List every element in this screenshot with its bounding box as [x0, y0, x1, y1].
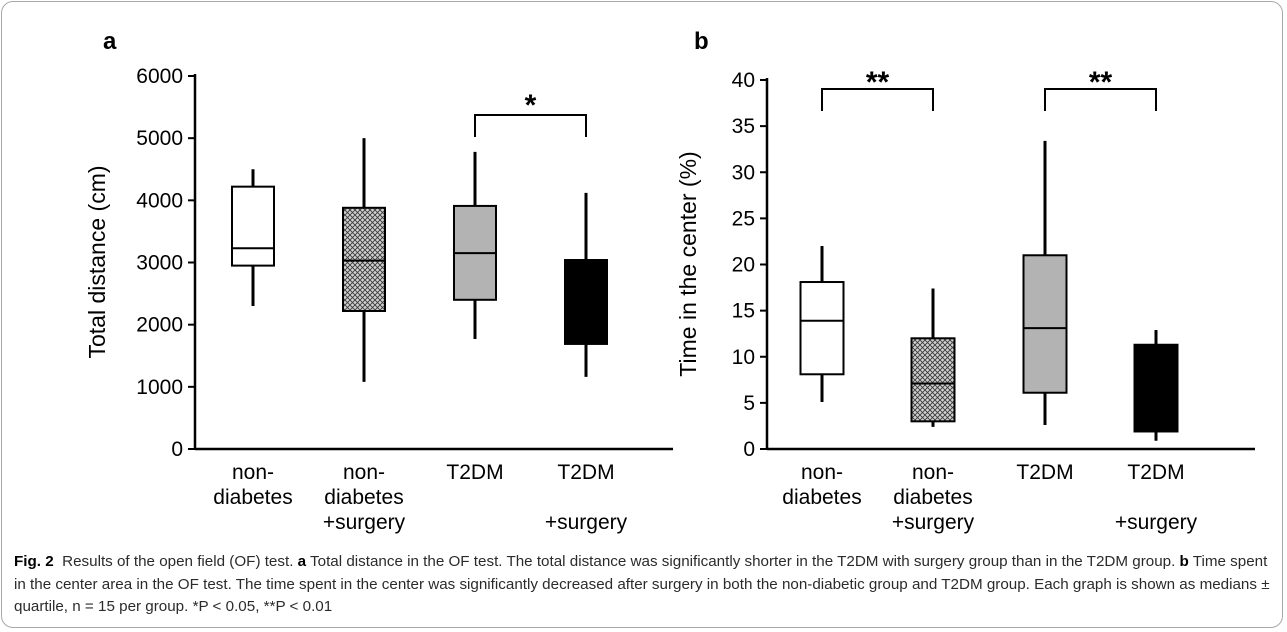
panel-a-significance-bracket [474, 114, 587, 137]
panel-b-y-tick-label: 5 [743, 392, 755, 415]
panel-a-category-label-line: T2DM [446, 461, 503, 484]
panel-b-y-tick-label: 35 [732, 115, 755, 138]
caption-text-panel-b: Time spent in the center area in the OF … [14, 553, 1270, 615]
panel-a-y-tick-label: 3000 [136, 252, 183, 275]
panel-b-category-label-line: +surgery [1115, 511, 1198, 534]
panel-b-label: b [694, 28, 709, 55]
panel-a-y-tick-label: 5000 [136, 127, 183, 150]
panel-b-box [1133, 343, 1179, 433]
panel-a-category-label-line: non- [232, 461, 274, 484]
panel-a-y-axis-label: Total distance (cm) [84, 165, 110, 358]
panel-b-significance-marker: ** [1089, 66, 1113, 99]
panel-b-plot-area: 0510152025303540non-diabetesnon-diabetes… [732, 66, 1255, 534]
panel-b-category-label: T2DM [1016, 461, 1073, 484]
panel-b-category-label-line [1153, 486, 1159, 509]
panel-a-category-label-line: non- [343, 461, 385, 484]
panel-a-y-tick-label: 4000 [136, 189, 183, 212]
panel-a-significance-marker: * [525, 89, 537, 122]
panel-a-category-label-line: T2DM [557, 461, 614, 484]
panel-a-y-tick-label: 1000 [136, 376, 183, 399]
panel-a-category-label-line: +surgery [545, 511, 628, 534]
panel-a-plot-area: 0100020003000400050006000non-diabetesnon… [136, 65, 673, 534]
panel-b-y-tick-label: 40 [732, 69, 755, 92]
panel-b-time-in-center: b Time in the center (%) 0 5 10 15 20 25 30 35 4… [675, 28, 1255, 534]
panel-b-category-label-line: +surgery [892, 511, 975, 534]
panel-b-category-label-line: non- [912, 461, 954, 484]
panel-b-y-tick-label: 10 [732, 346, 755, 369]
panel-b-y-tick-label: 25 [732, 207, 755, 230]
caption-panel-a-letter: a [297, 553, 307, 570]
panel-a-category-label-line [583, 486, 589, 509]
panel-b-box [1022, 254, 1068, 394]
panel-a-category-label-line: diabetes [213, 486, 292, 509]
panel-b-y-tick-label: 15 [732, 300, 755, 323]
panel-a-category-label-line: diabetes [324, 486, 403, 509]
panel-a-total-distance: a Total distance (cm) 0 1000 2000 3000 4000 5… [84, 28, 673, 534]
panel-b-category-label-line: diabetes [782, 486, 861, 509]
panel-a-category-label: T2DM [446, 461, 503, 484]
panel-b-y-axis-label: Time in the center (%) [675, 151, 701, 376]
panel-b-category-label-line: diabetes [893, 486, 972, 509]
caption-panel-b-letter: b [1179, 553, 1189, 570]
panel-a-category-label: non-diabetes [213, 461, 292, 509]
caption-figure-label: Fig. 2 [14, 553, 54, 570]
panel-a-category-label: non-diabetes +surgery [323, 461, 406, 534]
caption-text-intro: Results of the open field (OF) test. [62, 553, 298, 570]
panel-b-box [799, 281, 845, 376]
panel-a-category-label: T2DM +surgery [545, 461, 628, 534]
panel-b-category-label-line: T2DM [1127, 461, 1184, 484]
panel-a-y-tick-label: 0 [171, 438, 183, 461]
panel-a-box [231, 185, 275, 267]
panel-b-y-tick-label: 30 [732, 161, 755, 184]
figure-caption: Fig. 2 Results of the open field (OF) te… [14, 551, 1274, 619]
panel-b-category-label-line: non- [801, 461, 843, 484]
panel-b-significance-bracket [821, 88, 934, 111]
panel-a-box [342, 206, 386, 312]
panel-b-significance-marker: ** [866, 66, 890, 99]
panel-b-box [910, 337, 956, 423]
panel-b-y-tick-label: 0 [743, 438, 755, 461]
panel-a-box [564, 259, 608, 345]
panel-a-y-tick-label: 6000 [136, 65, 183, 88]
panel-b-y-tick-label: 20 [732, 254, 755, 277]
panel-a-category-label-line: +surgery [323, 511, 406, 534]
panel-a-y-tick-label: 2000 [136, 314, 183, 337]
caption-text-panel-a: Total distance in the OF test. The total… [306, 553, 1180, 570]
figure-canvas: a Total distance (cm) 0 1000 2000 3000 4000 5… [84, 28, 1255, 534]
panel-b-category-label: T2DM +surgery [1115, 461, 1198, 534]
panel-b-category-label: non-diabetes +surgery [892, 461, 975, 534]
panel-b-category-label: non-diabetes [782, 461, 861, 509]
panel-b-significance-bracket [1044, 88, 1157, 111]
panel-b-category-label-line: T2DM [1016, 461, 1073, 484]
panel-a-label: a [103, 28, 117, 55]
